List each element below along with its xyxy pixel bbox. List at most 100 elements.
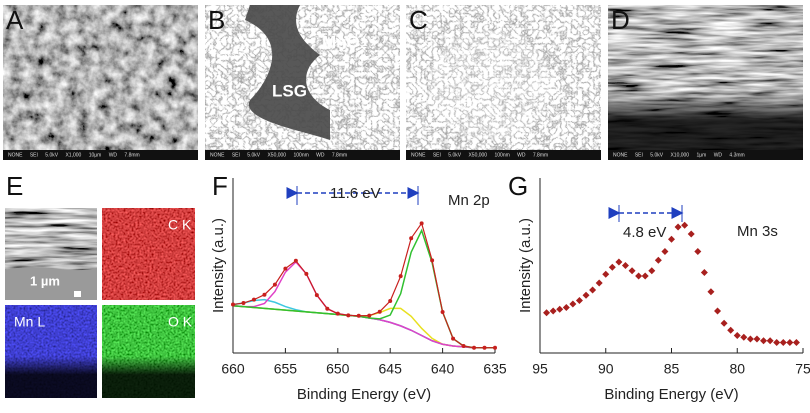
x-tick-label: 80	[729, 361, 745, 377]
data-point	[628, 267, 636, 275]
image-footer: NONE SEI 5.0kV X10,000 1µm WD 4.3mm	[613, 152, 745, 158]
map-label: Mn L	[14, 314, 45, 330]
data-point	[641, 272, 649, 280]
data-point	[304, 271, 309, 276]
x-axis-label: Binding Energy (eV)	[604, 386, 738, 403]
data-point	[367, 313, 372, 318]
data-point	[314, 293, 319, 298]
data-point	[562, 304, 570, 311]
eds-map: Mn L	[5, 305, 97, 398]
data-point	[251, 297, 256, 302]
data-point	[241, 301, 246, 306]
data-point	[493, 345, 497, 350]
image-footer: NONE SEI 5.0kV X50,000 100nm WD 7.8mm	[210, 152, 347, 158]
annotation: Mn 3s	[737, 223, 778, 240]
data-point	[786, 339, 794, 346]
panel-label: B	[208, 5, 225, 35]
annotation: 11.6 eV	[330, 185, 381, 202]
eds-map: O K	[102, 305, 195, 398]
data-point	[779, 339, 787, 346]
panel-label: F	[212, 171, 228, 201]
data-point	[569, 300, 577, 308]
data-point	[543, 309, 551, 317]
data-point	[272, 282, 277, 287]
image-footer: NONE SEI 5.0kV X50,000 100nm WD 7.8mm	[411, 152, 548, 158]
x-tick-label: 95	[532, 361, 548, 377]
data-point	[589, 286, 597, 294]
data-point	[283, 266, 288, 271]
data-point	[549, 307, 557, 315]
y-axis-label: Intensity (a.u.)	[517, 218, 534, 313]
sem-image: NONE SEI 5.0kV X1,000 10µm WD 7.8mm A	[3, 5, 198, 160]
data-point	[687, 230, 695, 238]
data-point	[654, 256, 662, 264]
data-point	[668, 235, 675, 243]
map-label: O K	[168, 314, 193, 330]
data-point	[648, 267, 656, 275]
data-point	[377, 309, 382, 314]
data-point	[766, 337, 774, 345]
data-point	[388, 299, 393, 304]
data-point	[472, 345, 477, 350]
data-point	[262, 292, 267, 297]
data-point	[430, 258, 435, 263]
data-point	[575, 297, 583, 304]
data-point	[608, 263, 616, 271]
data-point	[398, 274, 403, 279]
data-point	[451, 336, 456, 341]
data-point	[419, 221, 424, 226]
data-point	[409, 236, 414, 241]
data-point	[773, 339, 781, 346]
x-tick-label: 660	[221, 361, 245, 377]
series-line	[232, 305, 495, 349]
sem-image: NONE SEI 5.0kV X10,000 1µm WD 4.3mm D	[608, 5, 803, 160]
series-line	[232, 305, 495, 349]
x-tick-label: 640	[431, 361, 455, 377]
data-point	[231, 302, 235, 307]
data-point	[707, 288, 715, 296]
data-point	[740, 333, 748, 341]
data-point	[325, 306, 330, 311]
map-label: C K	[168, 217, 192, 233]
data-point	[621, 262, 629, 269]
data-point	[335, 311, 340, 316]
data-point	[694, 248, 702, 255]
data-point	[635, 272, 643, 280]
data-point	[792, 339, 800, 346]
x-tick-label: 90	[598, 361, 614, 377]
data-point	[615, 258, 623, 266]
series-line	[232, 221, 495, 349]
data-point	[556, 305, 564, 313]
panel-label: D	[611, 5, 630, 35]
data-point	[582, 291, 590, 299]
data-point	[753, 335, 761, 343]
data-point	[661, 248, 669, 255]
data-point	[482, 345, 487, 350]
panel-label: E	[6, 171, 23, 201]
annotation: Mn 2p	[448, 192, 490, 209]
x-tick-label: 635	[483, 361, 507, 377]
image-footer: NONE SEI 5.0kV X1,000 10µm WD 7.8mm	[8, 152, 140, 158]
x-tick-label: 645	[379, 361, 403, 377]
x-tick-label: 650	[326, 361, 350, 377]
x-tick-label: 75	[795, 361, 810, 377]
sem-image: NONE SEI 5.0kV X50,000 100nm WD 7.8mm C	[406, 5, 601, 160]
data-point	[346, 313, 351, 318]
series-line	[232, 260, 495, 349]
series-line	[232, 228, 495, 349]
data-point	[293, 258, 298, 263]
scale-label: 1 µm	[30, 273, 60, 288]
data-point	[440, 310, 445, 315]
panel-label: G	[508, 171, 528, 201]
data-point	[733, 332, 741, 339]
data-point	[720, 319, 728, 327]
panel-label: C	[409, 5, 428, 35]
panel-label: A	[6, 5, 24, 35]
data-point	[714, 307, 722, 315]
eds-map: C K	[102, 208, 195, 300]
sem-image: NONE SEI 5.0kV X50,000 100nm WD 7.8mm B …	[205, 5, 400, 160]
data-point	[681, 221, 689, 229]
data-point	[746, 335, 754, 343]
eds-sem: 1 µm	[5, 208, 97, 300]
